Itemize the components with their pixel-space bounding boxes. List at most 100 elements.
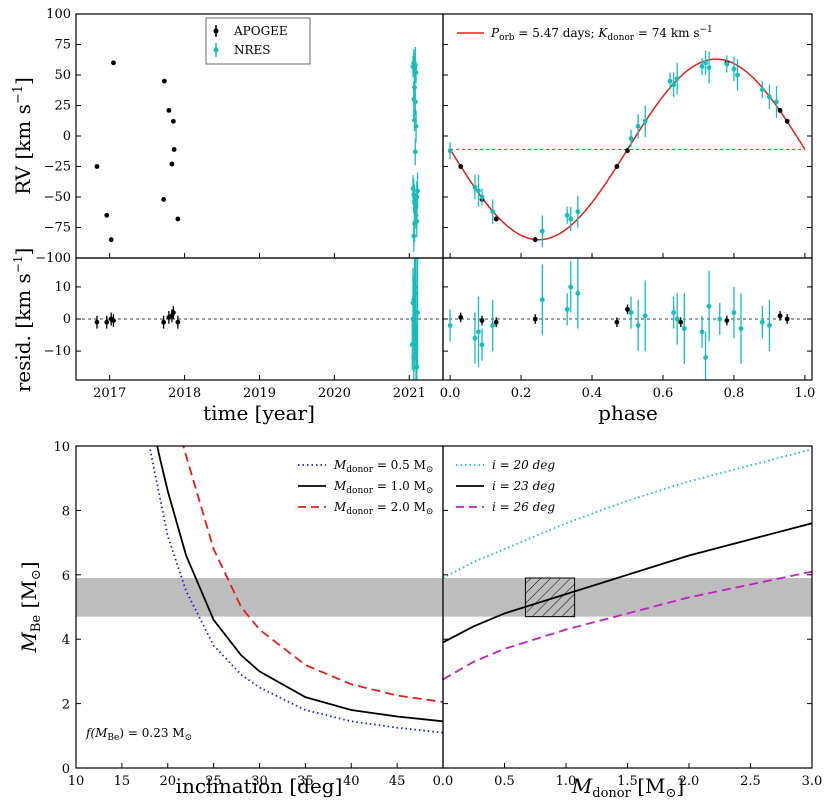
point-nres bbox=[667, 78, 673, 84]
point-nres bbox=[642, 118, 648, 124]
point-nres bbox=[731, 66, 737, 72]
xtick-label: 2018 bbox=[168, 386, 201, 401]
legend-md10-val: = 1.0 M bbox=[373, 479, 426, 493]
rv-time-ticks: 100 75 50 25 0 −25 −50 −75 −100 bbox=[35, 7, 410, 266]
curve-dotted bbox=[443, 448, 812, 579]
ytick-label: 100 bbox=[46, 7, 71, 22]
legend-model-p-sub: orb bbox=[499, 33, 515, 43]
point-apogee bbox=[161, 319, 167, 325]
xtick-label: 1.0 bbox=[556, 774, 577, 789]
ylabel-resid-end: ] bbox=[11, 248, 35, 256]
legend-i20-label: i = 20 deg bbox=[492, 458, 555, 472]
point-nres bbox=[759, 87, 765, 93]
legend-model-k-sub: donor bbox=[607, 33, 634, 43]
xtick-label: 0.5 bbox=[494, 774, 515, 789]
point-apogee bbox=[170, 310, 176, 315]
ylabel-rv: RV [km s−1] bbox=[11, 77, 35, 195]
point-nres bbox=[767, 94, 772, 100]
legend-md05-sun: ⊙ bbox=[426, 465, 434, 475]
curve-dotted bbox=[148, 446, 443, 734]
point-apogee bbox=[175, 216, 181, 222]
panel-mass-inclination: 0 2 4 6 8 10 10 15 20 25 30 35 40 45 0.0 Mdonor = 0.5 … bbox=[53, 440, 453, 789]
curve-dashed bbox=[182, 446, 443, 703]
xtick-label: 2017 bbox=[93, 386, 126, 401]
xlabel-mdonor-sun: ⊙ bbox=[665, 786, 676, 801]
legend-model-label: Porb = 5.47 days; Kdonor = 74 km s−1 bbox=[490, 25, 713, 43]
ylabel-mbe: MBe [M⊙] bbox=[17, 561, 44, 653]
xtick-label: 0.8 bbox=[724, 386, 745, 401]
point-apogee bbox=[104, 319, 110, 325]
legend-md20-label: Mdonor = 2.0 M⊙ bbox=[333, 500, 433, 517]
point-nres bbox=[628, 136, 634, 141]
point-apogee bbox=[777, 107, 783, 113]
ylabel-rv-exp: −1 bbox=[11, 85, 26, 104]
panel-rv-time: 100 75 50 25 0 −25 −50 −75 −100 APOGEE NRES bbox=[35, 7, 444, 266]
ylabel-resid: resid. [km s−1] bbox=[11, 248, 35, 393]
legend-md10-sub: donor bbox=[346, 486, 373, 496]
ytick-label: −75 bbox=[44, 221, 71, 236]
legend-md10-m: M bbox=[333, 479, 347, 493]
xtick-label: 20 bbox=[159, 774, 176, 789]
point-apogee bbox=[532, 316, 538, 322]
point-nres bbox=[699, 329, 705, 335]
point-nres bbox=[564, 306, 570, 312]
point-apogee bbox=[94, 164, 100, 169]
point-nres bbox=[490, 209, 496, 215]
point-nres bbox=[635, 323, 641, 328]
point-nres bbox=[731, 310, 737, 315]
xtick-label: 10 bbox=[68, 774, 85, 789]
point-nres bbox=[706, 65, 712, 71]
rv-phase-marks bbox=[447, 50, 806, 248]
ytick-label: 6 bbox=[62, 569, 70, 584]
point-nres bbox=[472, 335, 478, 341]
legend-box bbox=[205, 17, 311, 65]
legend-model-p: P bbox=[490, 26, 500, 40]
xlabel-mdonor: Mdonor [M⊙] bbox=[571, 774, 684, 801]
ylabel-mbe-close: ] bbox=[17, 561, 41, 569]
point-apogee bbox=[614, 319, 620, 325]
xtick-label: 25 bbox=[205, 774, 222, 789]
ytick-label: 50 bbox=[54, 68, 71, 83]
legend-md10-sun: ⊙ bbox=[426, 486, 434, 496]
rv-phase-ticks bbox=[443, 13, 812, 259]
ylabel-mbe-sun: ⊙ bbox=[29, 569, 44, 580]
point-nres bbox=[412, 149, 418, 155]
point-apogee bbox=[678, 319, 684, 325]
legend-i23-label: i = 23 deg bbox=[492, 479, 555, 493]
point-nres bbox=[413, 70, 419, 75]
mass-inclination-legend: Mdonor = 0.5 M⊙ Mdonor = 1.0 M⊙ Mdonor =… bbox=[298, 458, 433, 517]
xtick-label: 1.0 bbox=[795, 386, 816, 401]
ytick-label: 10 bbox=[53, 440, 70, 455]
fm-f: f(M bbox=[85, 726, 108, 740]
rv-phase-frame bbox=[442, 13, 813, 259]
point-nres bbox=[412, 62, 418, 68]
legend-i26-label: i = 26 deg bbox=[492, 500, 555, 514]
legend-md20-sun: ⊙ bbox=[426, 507, 434, 517]
point-apogee bbox=[777, 313, 783, 319]
rv-phase-legend: Porb = 5.47 days; Kdonor = 74 km s−1 bbox=[457, 25, 713, 43]
xtick-label: 2.0 bbox=[679, 774, 700, 789]
point-nres bbox=[671, 82, 677, 88]
point-apogee bbox=[108, 237, 114, 243]
point-nres bbox=[568, 284, 574, 290]
ylabel-resid-text: resid. [km s bbox=[11, 273, 35, 392]
point-nres bbox=[774, 99, 779, 105]
ylabel-resid-exp: −1 bbox=[11, 256, 25, 274]
panel-resid-phase: 0.0 0.2 0.4 0.6 0.8 1.0 bbox=[440, 257, 816, 401]
point-nres bbox=[703, 355, 708, 360]
point-apogee bbox=[171, 147, 177, 152]
point-nres bbox=[628, 310, 634, 315]
xlabel-phase: phase bbox=[598, 401, 658, 425]
point-nres bbox=[759, 319, 765, 325]
point-nres bbox=[703, 60, 708, 66]
point-nres bbox=[411, 233, 417, 239]
ytick-label: 8 bbox=[62, 504, 70, 519]
point-nres bbox=[412, 323, 417, 328]
ytick-label: 0 bbox=[63, 129, 71, 144]
legend-model-end: = 74 km s bbox=[634, 26, 699, 40]
point-nres bbox=[412, 99, 418, 105]
curve-solid bbox=[443, 522, 812, 644]
point-nres bbox=[414, 194, 420, 200]
legend-nres-dot bbox=[213, 47, 219, 53]
